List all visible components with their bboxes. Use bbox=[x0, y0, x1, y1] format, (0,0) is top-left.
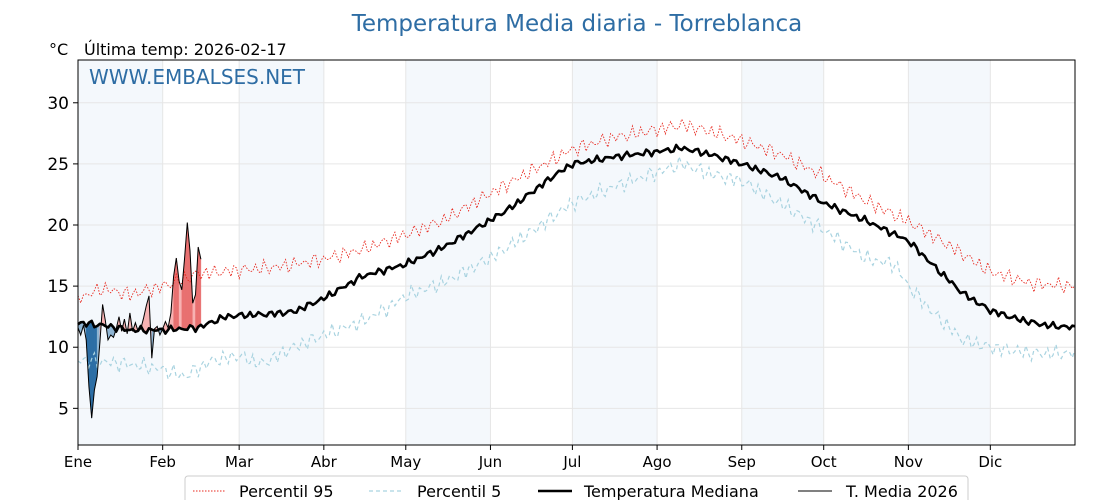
legend-label-median: Temperatura Mediana bbox=[583, 482, 759, 500]
legend-label-p95: Percentil 95 bbox=[239, 482, 334, 500]
x-tick-label: May bbox=[390, 453, 421, 471]
x-tick-label: Nov bbox=[894, 453, 923, 471]
unit-label: °C bbox=[49, 40, 68, 59]
x-tick-label: Feb bbox=[149, 453, 176, 471]
x-tick-label: Abr bbox=[311, 453, 338, 471]
x-tick-label: Oct bbox=[811, 453, 837, 471]
last-temp-subtitle: Última temp: 2026-02-17 bbox=[84, 40, 287, 59]
series-line-2026 bbox=[77, 222, 202, 419]
grid-lines bbox=[77, 60, 1075, 445]
legend-box bbox=[184, 475, 969, 500]
month-band bbox=[908, 60, 991, 445]
y-tick-label: 15 bbox=[47, 277, 69, 297]
x-axis: Ene Feb Mar Abr May Jun Jul Ago Sep Oct Nov Dic bbox=[64, 445, 1002, 471]
y-tick-label: 20 bbox=[47, 216, 69, 236]
legend-label-2026: T. Media 2026 bbox=[845, 482, 958, 500]
y-tick-label: 5 bbox=[58, 399, 69, 419]
month-bands bbox=[78, 60, 991, 445]
x-tick-label: Jun bbox=[478, 453, 502, 471]
chart-title: Temperatura Media diaria - Torreblanca bbox=[351, 11, 803, 37]
x-tick-label: Ago bbox=[643, 453, 672, 471]
legend-label-p5: Percentil 5 bbox=[417, 482, 501, 500]
y-axis: 5 10 15 20 25 30 bbox=[47, 94, 78, 419]
y-tick-label: 10 bbox=[47, 338, 69, 358]
month-band bbox=[572, 60, 658, 445]
month-band bbox=[239, 60, 324, 445]
month-band bbox=[741, 60, 824, 445]
series-lines bbox=[77, 118, 1076, 419]
series-line-mediana bbox=[77, 143, 1076, 335]
y-tick-label: 25 bbox=[47, 155, 69, 175]
x-tick-label: Ene bbox=[64, 453, 92, 471]
x-tick-label: Sep bbox=[728, 453, 756, 471]
series-line-percentil-95 bbox=[77, 118, 1076, 305]
legend: Percentil 95 Percentil 5 Temperatura Med… bbox=[184, 475, 969, 500]
watermark: WWW.EMBALSES.NET bbox=[89, 65, 306, 89]
month-band bbox=[405, 60, 491, 445]
series-line-percentil-5 bbox=[77, 154, 1076, 381]
x-tick-label: Dic bbox=[978, 453, 1002, 471]
x-tick-label: Jul bbox=[562, 453, 581, 471]
plot-frame bbox=[77, 59, 1076, 446]
x-tick-label: Mar bbox=[225, 453, 254, 471]
y-tick-label: 30 bbox=[47, 94, 69, 114]
